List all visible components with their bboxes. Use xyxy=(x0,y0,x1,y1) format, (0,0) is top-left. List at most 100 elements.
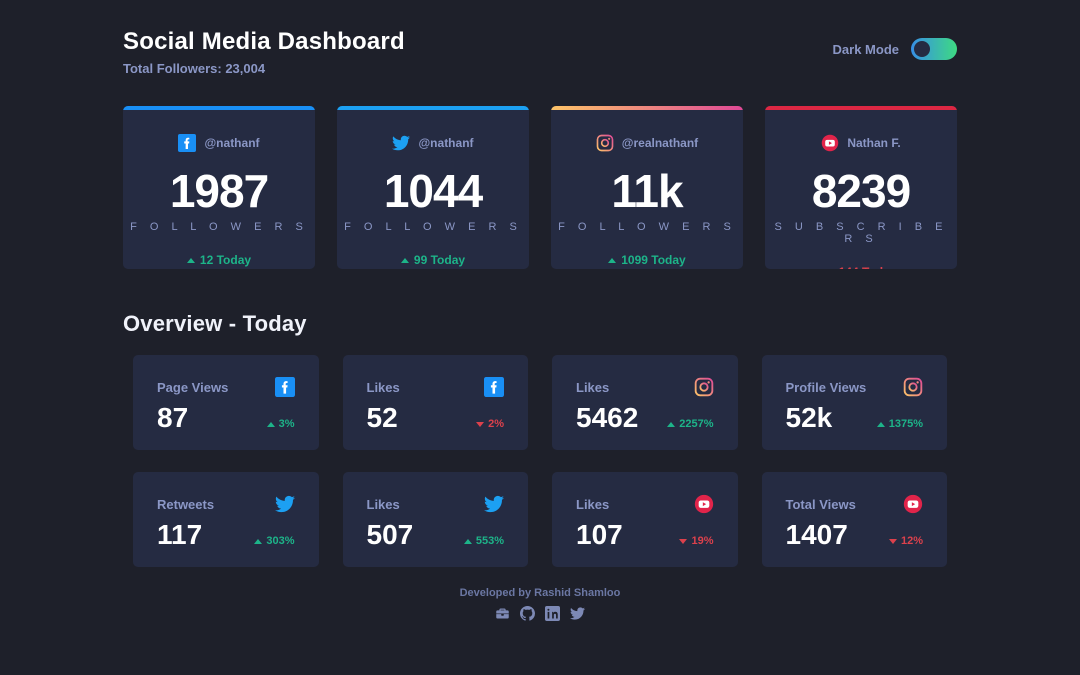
metric-change-text: 3% xyxy=(278,418,295,430)
up-arrow-icon xyxy=(667,421,676,427)
github-icon[interactable] xyxy=(520,606,535,621)
up-arrow-icon xyxy=(876,421,885,427)
metric-label: Likes xyxy=(576,496,610,512)
footer: Developed by Rashid Shamloo xyxy=(123,587,957,621)
metric-change-text: 553% xyxy=(475,535,504,547)
overview-cards: Page Views 87 3% Likes 52 2% xyxy=(133,355,947,567)
up-arrow-icon xyxy=(400,257,409,263)
toggle-knob xyxy=(914,41,930,57)
down-arrow-icon xyxy=(888,538,897,544)
dark-mode-control: Dark Mode xyxy=(833,38,957,60)
overview-card-facebook-page-views: Page Views 87 3% xyxy=(133,355,319,450)
daily-change-text: 1099 Today xyxy=(621,253,686,267)
summary-card-instagram: @realnathanf 11k F O L L O W E R S 1099 … xyxy=(551,106,743,269)
metric-value: 87 xyxy=(157,402,189,433)
up-arrow-icon xyxy=(266,421,275,427)
account-handle: @realnathanf xyxy=(621,136,699,150)
metric-change: 1375% xyxy=(876,418,923,430)
follower-count-label: F O L L O W E R S xyxy=(558,221,736,233)
portfolio-icon[interactable] xyxy=(495,606,510,621)
metric-value: 1407 xyxy=(785,519,848,550)
metric-value: 52 xyxy=(366,402,398,433)
daily-change: 144 Today xyxy=(826,265,897,269)
metric-label: Likes xyxy=(576,379,610,395)
summary-card-facebook: @nathanf 1987 F O L L O W E R S 12 Today xyxy=(123,106,315,269)
card-accent-bar xyxy=(337,106,529,110)
card-accent-bar xyxy=(765,106,957,110)
overview-card-youtube-likes: Likes 107 19% xyxy=(552,472,738,567)
metric-change-text: 19% xyxy=(691,535,714,547)
metric-label: Retweets xyxy=(157,496,215,512)
header: Social Media Dashboard Total Followers: … xyxy=(123,28,957,76)
metric-change-text: 303% xyxy=(266,535,295,547)
metric-change: 303% xyxy=(254,535,295,547)
footer-social-links xyxy=(123,606,957,621)
dark-mode-toggle[interactable] xyxy=(911,38,957,60)
metric-label: Profile Views xyxy=(785,379,867,395)
linkedin-icon[interactable] xyxy=(545,606,560,621)
metric-label: Likes xyxy=(366,496,400,512)
metric-value: 5462 xyxy=(576,402,639,433)
down-arrow-icon xyxy=(476,421,485,427)
facebook-icon xyxy=(178,134,196,152)
metric-change-text: 2257% xyxy=(679,418,714,430)
metric-value: 507 xyxy=(366,519,414,550)
twitter-icon[interactable] xyxy=(570,606,585,621)
youtube-icon xyxy=(903,494,923,514)
follower-count: 1987 xyxy=(169,165,269,217)
card-accent-bar xyxy=(551,106,743,110)
page-title: Social Media Dashboard xyxy=(123,28,405,55)
youtube-icon xyxy=(694,494,714,514)
metric-change: 2257% xyxy=(667,418,714,430)
dashboard-page: Social Media Dashboard Total Followers: … xyxy=(123,0,957,621)
down-arrow-icon xyxy=(679,538,688,544)
up-arrow-icon xyxy=(254,538,263,544)
youtube-icon xyxy=(821,134,839,152)
metric-label: Page Views xyxy=(157,379,229,395)
daily-change-text: 144 Today xyxy=(839,265,897,269)
summary-cards: @nathanf 1987 F O L L O W E R S 12 Today… xyxy=(123,106,957,269)
daily-change-text: 12 Today xyxy=(199,253,252,267)
follower-count-label: F O L L O W E R S xyxy=(130,221,308,233)
summary-card-youtube: Nathan F. 8239 S U B S C R I B E R S 144… xyxy=(765,106,957,269)
metric-value: 52k xyxy=(785,402,833,433)
follower-count-label: F O L L O W E R S xyxy=(344,221,522,233)
metric-change-text: 1375% xyxy=(888,418,923,430)
metric-label: Total Views xyxy=(785,496,856,512)
follower-count: 11k xyxy=(611,165,683,217)
twitter-icon xyxy=(392,134,410,152)
overview-title: Overview - Today xyxy=(123,311,307,336)
overview-card-twitter-retweets: Retweets 117 303% xyxy=(133,472,319,567)
facebook-icon xyxy=(275,377,295,397)
up-arrow-icon xyxy=(608,257,617,263)
subscriber-count-label: S U B S C R I B E R S xyxy=(774,221,948,245)
up-arrow-icon xyxy=(463,538,472,544)
subscriber-count: 8239 xyxy=(811,165,911,217)
daily-change: 99 Today xyxy=(400,253,466,267)
metric-value: 107 xyxy=(576,519,623,550)
metric-change: 3% xyxy=(266,418,295,430)
metric-value: 117 xyxy=(157,519,203,550)
twitter-icon xyxy=(484,494,504,514)
daily-change-text: 99 Today xyxy=(413,253,466,267)
account-handle: @nathanf xyxy=(418,136,474,150)
overview-card-instagram-profile-views: Profile Views 52k 1375% xyxy=(761,355,947,450)
daily-change: 12 Today xyxy=(186,253,252,267)
up-arrow-icon xyxy=(186,257,195,263)
metric-change-text: 12% xyxy=(900,535,923,547)
metric-change-text: 2% xyxy=(488,418,504,430)
account-handle: Nathan F. xyxy=(847,136,901,150)
metric-change: 19% xyxy=(679,535,714,547)
credit-text: Developed by Rashid Shamloo xyxy=(459,587,621,599)
metric-change: 553% xyxy=(463,535,504,547)
twitter-icon xyxy=(275,494,295,514)
overview-card-youtube-total-views: Total Views 1407 12% xyxy=(761,472,947,567)
overview-card-facebook-likes: Likes 52 2% xyxy=(342,355,528,450)
overview-card-instagram-likes: Likes 5462 2257% xyxy=(552,355,738,450)
overview-card-twitter-likes: Likes 507 553% xyxy=(342,472,528,567)
instagram-icon xyxy=(903,377,923,397)
instagram-icon xyxy=(596,134,614,152)
facebook-icon xyxy=(484,377,504,397)
dark-mode-label: Dark Mode xyxy=(832,41,899,57)
account-handle: @nathanf xyxy=(204,136,260,150)
